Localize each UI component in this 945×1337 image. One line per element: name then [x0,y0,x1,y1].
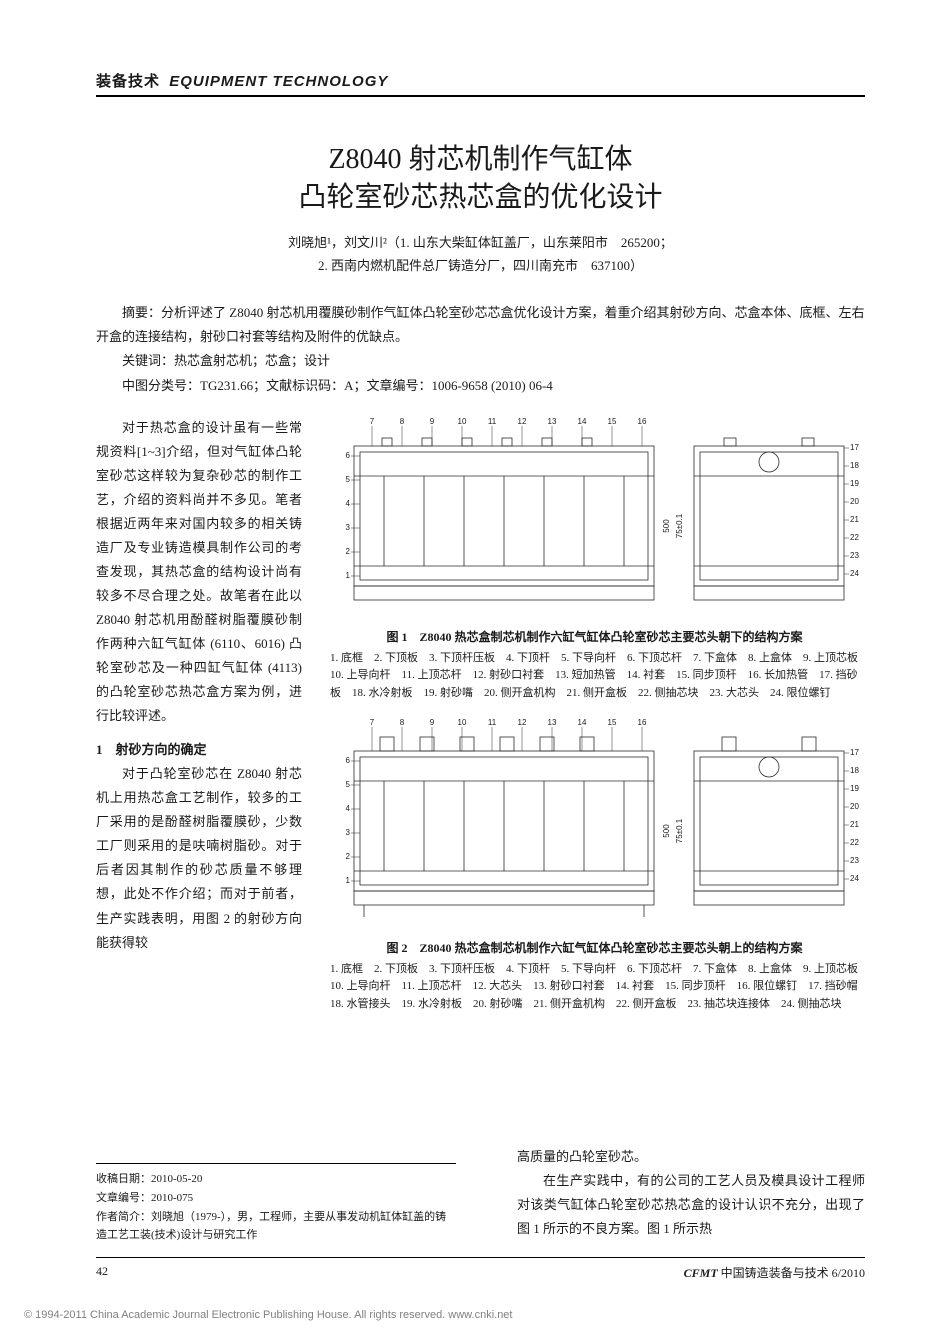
figure-2: 7 8 9 10 11 12 13 14 15 16 6 5 4 [324,717,865,927]
svg-text:10: 10 [458,718,467,727]
svg-text:2: 2 [346,547,351,556]
figure-1-caption: 图 1 Z8040 热芯盒制芯机制作六缸气缸体凸轮室砂芯主要芯头朝下的结构方案 [324,626,865,648]
svg-text:8: 8 [400,417,405,426]
svg-text:20: 20 [850,802,859,811]
columns: 对于热芯盒的设计虽有一些常规资料[1~3]介绍，但对气缸体凸轮室砂芯这样较为复杂… [96,416,865,1028]
keywords: 关键词：热芯盒射芯机；芯盒；设计 [96,349,865,373]
authors-line-2: 2. 西南内燃机配件总厂铸造分厂，四川南充市 637100） [96,254,865,277]
svg-text:3: 3 [346,828,351,837]
lower-right-p1: 高质量的凸轮室砂芯。 [517,1145,865,1169]
body-p1: 对于热芯盒的设计虽有一些常规资料[1~3]介绍，但对气缸体凸轮室砂芯这样较为复杂… [96,416,302,729]
footer-notes: 收稿日期：2010-05-20 文章编号：2010-075 作者简介：刘晓旭（1… [96,1163,456,1245]
svg-text:16: 16 [638,718,647,727]
svg-text:15: 15 [608,417,617,426]
svg-text:5: 5 [346,475,351,484]
authors-line-1: 刘晓旭¹，刘文川²（1. 山东大柴缸体缸盖厂，山东莱阳市 265200； [96,231,865,254]
svg-text:3: 3 [346,523,351,532]
classification: 中图分类号：TG231.66；文献标识码：A；文章编号：1006-9658 (2… [96,374,865,398]
figure-1-legend: 1. 底框 2. 下顶板 3. 下顶杆压板 4. 下顶杆 5. 下导向杆 6. … [324,650,865,703]
svg-text:14: 14 [578,718,587,727]
svg-text:4: 4 [346,499,351,508]
svg-text:11: 11 [488,417,497,426]
running-head: 装备技术 EQUIPMENT TECHNOLOGY [96,70,865,97]
title-block: Z8040 射芯机制作气缸体 凸轮室砂芯热芯盒的优化设计 刘晓旭¹，刘文川²（1… [96,141,865,277]
svg-text:18: 18 [850,461,859,470]
figure-1-svg: 7 8 9 10 11 12 13 14 15 16 6 5 [324,416,864,616]
svg-text:15: 15 [608,718,617,727]
journal-logo: CFMT [684,1266,718,1280]
left-column: 对于热芯盒的设计虽有一些常规资料[1~3]介绍，但对气缸体凸轮室砂芯这样较为复杂… [96,416,302,1028]
page-number: 42 [96,1264,108,1281]
svg-text:5: 5 [346,780,351,789]
right-column: 7 8 9 10 11 12 13 14 15 16 6 5 [324,416,865,1028]
svg-text:16: 16 [638,417,647,426]
abstract-text: 摘要：分析评述了 Z8040 射芯机用覆膜砂制作气缸体凸轮室砂芯芯盒优化设计方案… [96,301,865,349]
journal-name: 中国铸造装备与技术 6/2010 [721,1266,865,1280]
svg-text:10: 10 [458,417,467,426]
svg-text:22: 22 [850,533,859,542]
svg-text:21: 21 [850,820,859,829]
figure-2-caption: 图 2 Z8040 热芯盒制芯机制作六缸气缸体凸轮室砂芯主要芯头朝上的结构方案 [324,937,865,959]
svg-text:24: 24 [850,874,859,883]
svg-text:4: 4 [346,804,351,813]
svg-text:13: 13 [548,417,557,426]
abstract: 摘要：分析评述了 Z8040 射芯机用覆膜砂制作气缸体凸轮室砂芯芯盒优化设计方案… [96,301,865,397]
page-footer: 42 CFMT 中国铸造装备与技术 6/2010 [96,1257,865,1281]
svg-text:13: 13 [548,718,557,727]
svg-text:8: 8 [400,718,405,727]
svg-text:21: 21 [850,515,859,524]
figure-2-legend: 1. 底框 2. 下顶板 3. 下顶杆压板 4. 下顶杆 5. 下导向杆 6. … [324,961,865,1014]
svg-text:500: 500 [662,518,671,532]
svg-text:23: 23 [850,551,859,560]
running-head-en: EQUIPMENT TECHNOLOGY [169,73,388,90]
body-p2: 对于凸轮室砂芯在 Z8040 射芯机上用热芯盒工艺制作，较多的工厂采用的是酚醛树… [96,762,302,954]
journal-info: CFMT 中国铸造装备与技术 6/2010 [684,1264,865,1281]
svg-text:17: 17 [850,748,859,757]
svg-text:17: 17 [850,443,859,452]
svg-text:19: 19 [850,479,859,488]
note-author-bio: 作者简介：刘晓旭（1979-），男，工程师，主要从事发动机缸体缸盖的铸造工艺工装… [96,1208,456,1245]
title-line-2: 凸轮室砂芯热芯盒的优化设计 [96,179,865,217]
svg-text:9: 9 [430,417,435,426]
svg-text:1: 1 [346,876,351,885]
svg-text:11: 11 [488,718,497,727]
svg-text:18: 18 [850,766,859,775]
note-received: 收稿日期：2010-05-20 [96,1170,456,1189]
svg-text:75±0.1: 75±0.1 [675,513,684,538]
authors: 刘晓旭¹，刘文川²（1. 山东大柴缸体缸盖厂，山东莱阳市 265200； 2. … [96,231,865,278]
lower-right-p2: 在生产实践中，有的公司的工艺人员及模具设计工程师对该类气缸体凸轮室砂芯热芯盒的设… [517,1169,865,1241]
svg-text:7: 7 [370,718,375,727]
svg-text:2: 2 [346,852,351,861]
svg-text:19: 19 [850,784,859,793]
svg-text:6: 6 [346,756,351,765]
svg-text:20: 20 [850,497,859,506]
svg-text:12: 12 [518,718,527,727]
copyright-line: © 1994-2011 China Academic Journal Elect… [24,1309,513,1321]
figure-2-svg: 7 8 9 10 11 12 13 14 15 16 6 5 4 [324,717,864,927]
svg-text:9: 9 [430,718,435,727]
svg-text:23: 23 [850,856,859,865]
section-1-head: 1 射砂方向的确定 [96,738,302,762]
lower-right-text: 高质量的凸轮室砂芯。 在生产实践中，有的公司的工艺人员及模具设计工程师对该类气缸… [517,1145,865,1241]
running-head-zh: 装备技术 [96,73,160,90]
svg-text:7: 7 [370,417,375,426]
svg-text:1: 1 [346,571,351,580]
page: 装备技术 EQUIPMENT TECHNOLOGY Z8040 射芯机制作气缸体… [0,0,945,1337]
title-line-1: Z8040 射芯机制作气缸体 [96,141,865,179]
svg-text:24: 24 [850,569,859,578]
figure-1: 7 8 9 10 11 12 13 14 15 16 6 5 [324,416,865,616]
svg-text:75±0.1: 75±0.1 [675,818,684,843]
svg-text:22: 22 [850,838,859,847]
note-article-no: 文章编号：2010-075 [96,1189,456,1208]
svg-text:500: 500 [662,823,671,837]
svg-text:6: 6 [346,451,351,460]
svg-text:12: 12 [518,417,527,426]
svg-text:14: 14 [578,417,587,426]
